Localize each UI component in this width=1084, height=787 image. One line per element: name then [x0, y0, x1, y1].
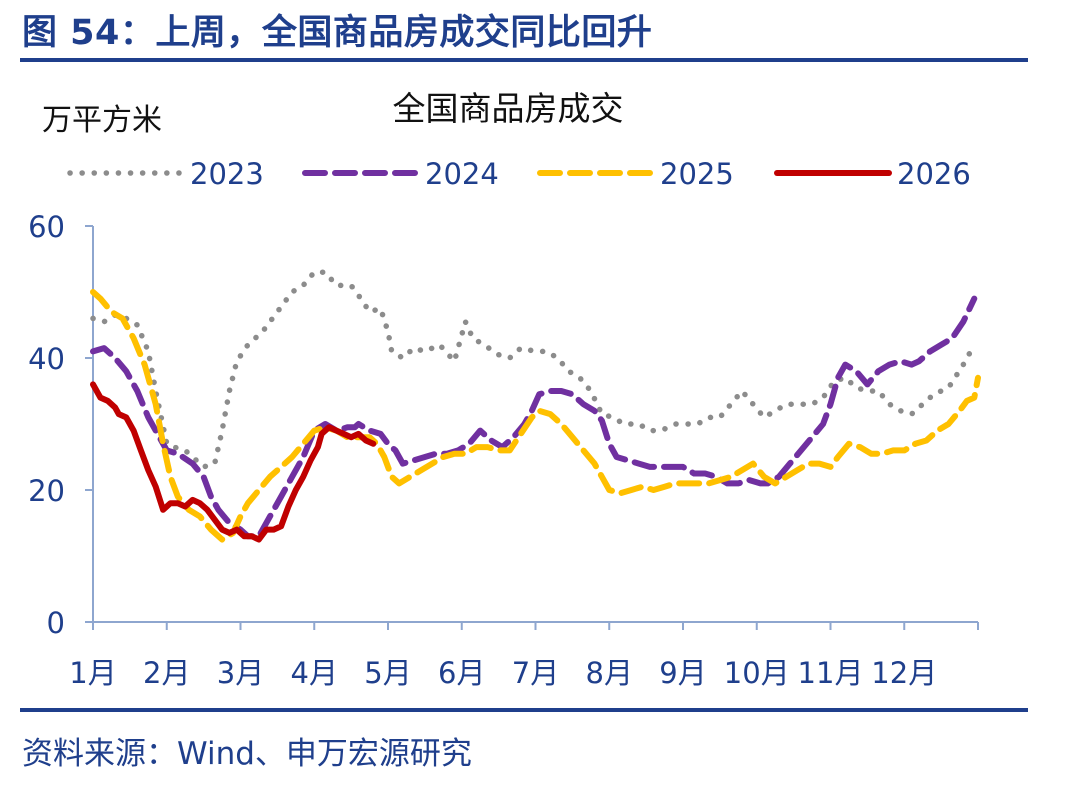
series-layer [90, 269, 981, 543]
y-tick-label: 0 [47, 606, 65, 640]
x-tick-label: 5月 [364, 656, 411, 690]
legend-label-2024: 2024 [425, 157, 499, 191]
chart-title: 全国商品房成交 [393, 89, 624, 128]
source-divider [20, 708, 1028, 712]
x-tick-label: 2月 [143, 656, 190, 690]
legend-label-2025: 2025 [660, 157, 734, 191]
x-tick-label: 7月 [512, 656, 559, 690]
x-tick-label: 1月 [69, 656, 116, 690]
y-tick-label: 20 [28, 474, 65, 508]
x-tick-label: 3月 [217, 656, 264, 690]
x-tick-label: 12月 [871, 656, 937, 690]
series-line-2023 [90, 269, 978, 470]
legend-label-2026: 2026 [897, 157, 971, 191]
y-tick-label: 40 [28, 342, 65, 376]
x-tick-label: 10月 [724, 656, 790, 690]
figure-title: 图 54：上周，全国商品房成交同比回升 [22, 13, 653, 53]
x-tick-label: 6月 [438, 656, 485, 690]
x-tick-label: 8月 [586, 656, 633, 690]
x-tick-label: 11月 [798, 656, 864, 690]
x-tick-label: 9月 [659, 656, 706, 690]
legend-label-2023: 2023 [190, 157, 264, 191]
title-divider [20, 58, 1028, 62]
y-axis-unit-label: 万平方米 [42, 103, 162, 138]
x-tick-label: 4月 [291, 656, 338, 690]
legend: 2023 2024 2025 2026 [67, 157, 971, 191]
series-line-2026 [90, 381, 377, 543]
source-note: 资料来源：Wind、申万宏源研究 [22, 736, 472, 772]
y-tick-label: 60 [28, 210, 65, 244]
axes: 0 20 40 60 1月 2月 3月 4月 5月 6月 7月 8月 9月 10月 11月 12月 [28, 210, 979, 690]
